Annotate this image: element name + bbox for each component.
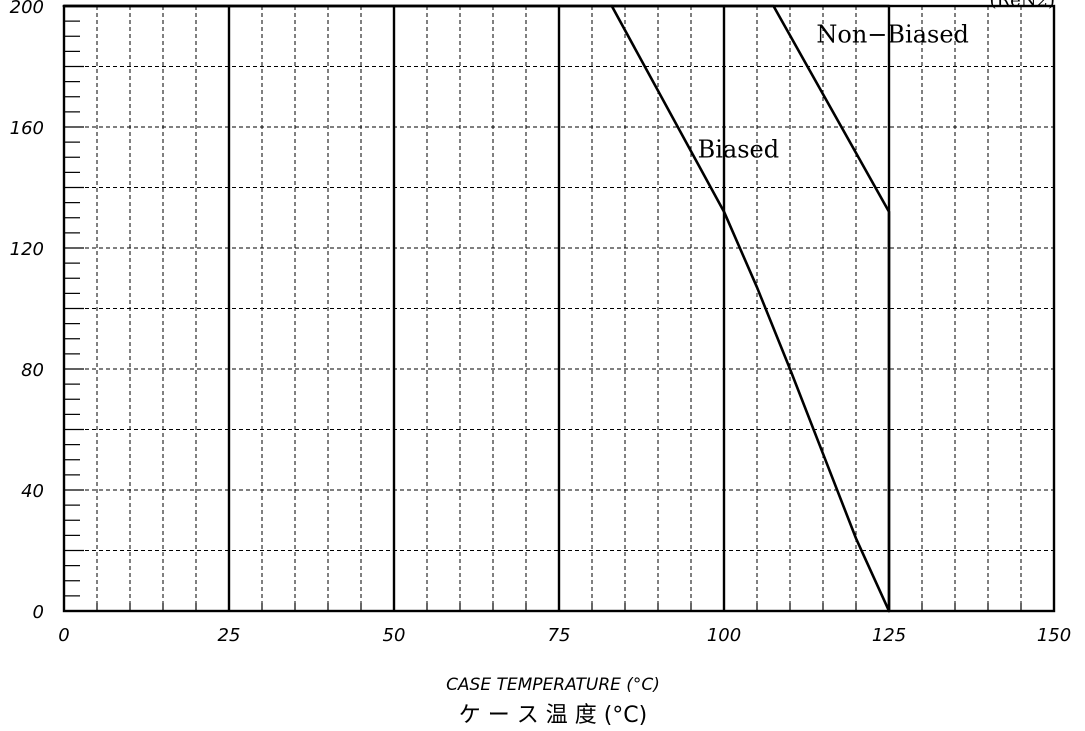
x-axis-label-japanese: ケ ー ス 温 度 (°C) xyxy=(459,703,648,728)
y-tick-label: 200 xyxy=(10,0,44,18)
y-tick-label: 0 xyxy=(33,602,44,623)
x-tick-label: 25 xyxy=(218,625,241,646)
header-partial-text: (ReN2) xyxy=(990,0,1055,11)
y-tick-label: 120 xyxy=(10,239,44,260)
x-tick-label: 0 xyxy=(58,625,69,646)
series-lines xyxy=(62,4,891,613)
x-tick-label: 100 xyxy=(707,625,741,646)
x-tick-label: 150 xyxy=(1037,625,1071,646)
tick-labels: 0 25 50 75 100 125 150 0 40 80 120 160 200 xyxy=(10,0,1072,646)
annotation-non-biased: Non−Biased xyxy=(816,20,969,48)
annotation-biased: Biased xyxy=(698,135,780,163)
x-axis-label: CASE TEMPERATURE (°C) xyxy=(446,675,660,695)
x-tick-label: 50 xyxy=(383,625,406,646)
series-line-non-biased xyxy=(62,4,891,613)
y-tick-label: 160 xyxy=(10,118,44,139)
x-tick-label: 75 xyxy=(548,625,571,646)
series-line-biased xyxy=(610,4,891,613)
y-tick-label: 40 xyxy=(21,481,44,502)
y-tick-label: 80 xyxy=(21,360,44,381)
grid xyxy=(64,6,1054,611)
x-tick-label: 125 xyxy=(872,625,906,646)
